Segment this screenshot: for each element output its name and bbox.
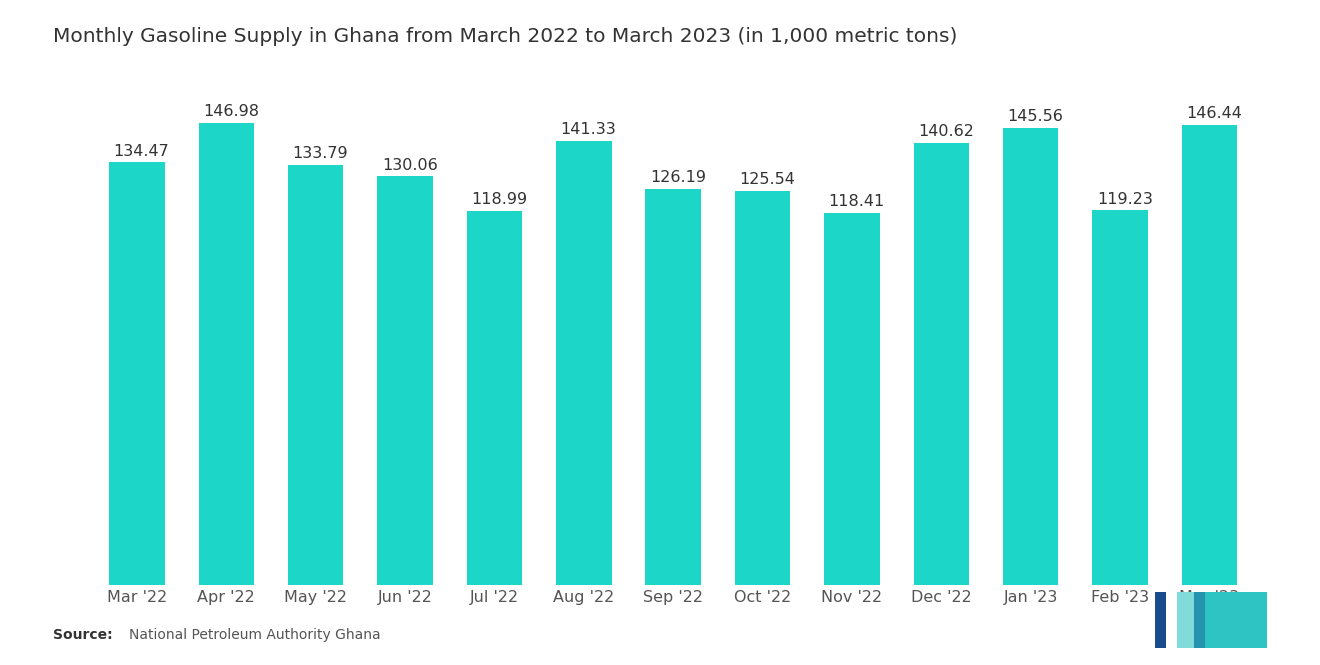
Text: 126.19: 126.19 (649, 170, 706, 185)
Text: National Petroleum Authority Ghana: National Petroleum Authority Ghana (129, 628, 381, 642)
Text: 125.54: 125.54 (739, 172, 795, 187)
Bar (735, 191, 791, 585)
Text: 130.06: 130.06 (381, 158, 437, 172)
Text: 140.62: 140.62 (919, 124, 974, 140)
Bar (198, 123, 253, 585)
Text: 133.79: 133.79 (293, 146, 348, 161)
Text: 145.56: 145.56 (1007, 109, 1064, 124)
Polygon shape (1167, 592, 1195, 648)
Bar (288, 165, 343, 585)
Text: 146.98: 146.98 (203, 104, 259, 120)
Polygon shape (1177, 592, 1205, 648)
Polygon shape (1155, 592, 1205, 648)
Bar (913, 143, 969, 585)
Text: Monthly Gasoline Supply in Ghana from March 2022 to March 2023 (in 1,000 metric : Monthly Gasoline Supply in Ghana from Ma… (53, 27, 957, 45)
Text: 146.44: 146.44 (1187, 106, 1242, 121)
Bar (467, 211, 523, 585)
Text: 119.23: 119.23 (1097, 192, 1152, 207)
Text: 118.41: 118.41 (829, 194, 884, 209)
Text: 141.33: 141.33 (561, 122, 616, 137)
Text: 134.47: 134.47 (114, 144, 169, 159)
Bar (556, 141, 611, 585)
Bar (1003, 128, 1059, 585)
Bar (1093, 210, 1148, 585)
Bar (645, 188, 701, 585)
Text: 118.99: 118.99 (471, 192, 527, 207)
Bar (378, 176, 433, 585)
Bar (1181, 125, 1237, 585)
Text: Source:: Source: (53, 628, 112, 642)
Bar (110, 162, 165, 585)
Bar (824, 213, 879, 585)
Polygon shape (1205, 592, 1267, 648)
